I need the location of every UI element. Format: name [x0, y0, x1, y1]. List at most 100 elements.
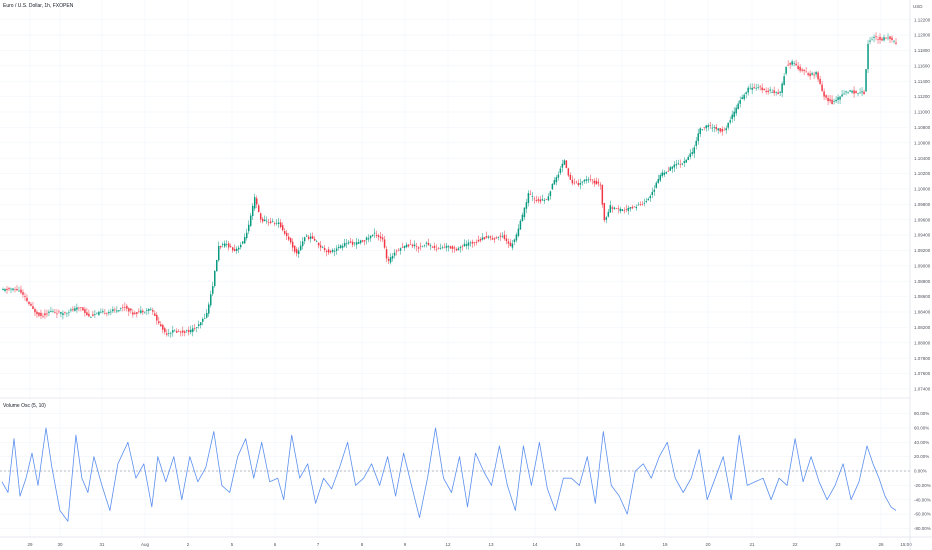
candle-down: [493, 238, 496, 240]
candle-down: [479, 239, 482, 241]
candle-down: [573, 182, 576, 184]
candle-up: [190, 329, 192, 333]
candle-up: [861, 91, 863, 93]
candle-down: [795, 63, 797, 66]
candle-up: [68, 312, 70, 313]
candle-down: [307, 236, 310, 239]
candle-down: [813, 74, 815, 76]
candle-up: [691, 152, 693, 154]
candle-up: [98, 311, 100, 315]
candle-down: [803, 69, 805, 71]
candle-down: [483, 237, 486, 240]
candle-down: [261, 218, 264, 222]
candle-down: [295, 249, 298, 254]
candle-up: [557, 174, 560, 178]
candle-up: [469, 242, 472, 244]
candle-down: [623, 210, 626, 212]
candle-down: [855, 91, 857, 94]
candle-down: [20, 289, 22, 293]
candle-up: [541, 199, 544, 201]
candle-up: [515, 234, 518, 241]
candle-down: [777, 92, 779, 94]
candle-up: [689, 153, 691, 157]
candle-down: [805, 71, 807, 73]
candle-down: [475, 241, 478, 243]
candle-up: [247, 224, 250, 232]
candle-down: [719, 128, 721, 132]
candle-down: [593, 180, 596, 184]
candle-down: [507, 241, 510, 244]
candle-up: [779, 91, 781, 93]
candle-up: [729, 120, 731, 123]
candle-up: [222, 244, 224, 246]
price-tick-label: 1.10200: [914, 171, 931, 176]
candle-up: [108, 311, 110, 314]
candle-down: [16, 288, 18, 291]
candle-up: [309, 236, 312, 239]
candle-down: [577, 182, 580, 186]
candle-down: [821, 84, 823, 92]
price-series[interactable]: [2, 32, 897, 338]
candle-up: [2, 288, 4, 291]
candle-down: [545, 199, 548, 201]
price-tick-label: 1.10400: [914, 156, 931, 161]
candle-up: [465, 244, 468, 246]
candle-down: [611, 207, 614, 209]
candle-down: [231, 247, 234, 251]
candle-down: [259, 213, 262, 220]
candle-up: [204, 318, 206, 319]
currency-label[interactable]: USD: [913, 4, 923, 9]
candle-down: [667, 171, 670, 172]
candle-down: [595, 180, 598, 185]
candle-down: [80, 307, 82, 308]
candle-down: [124, 306, 126, 308]
candle-up: [523, 207, 526, 218]
candle-down: [327, 249, 330, 253]
candle-down: [289, 238, 292, 243]
candle-down: [22, 292, 24, 295]
candle-down: [829, 99, 831, 101]
candle-up: [629, 207, 632, 209]
candle-down: [229, 246, 232, 247]
x-tick-label: 21: [749, 542, 755, 547]
candle-down: [178, 331, 180, 332]
candle-down: [767, 90, 769, 93]
candle-up: [4, 289, 6, 291]
candle-up: [118, 310, 120, 312]
candle-down: [455, 248, 458, 251]
candle-up: [657, 179, 660, 183]
candle-up: [241, 241, 244, 244]
candle-up: [225, 244, 228, 245]
candle-down: [571, 179, 574, 184]
candle-up: [62, 313, 64, 316]
candle-up: [337, 246, 340, 249]
candle-up: [851, 90, 853, 93]
candle-up: [605, 217, 608, 220]
candle-up: [739, 100, 741, 104]
candle-up: [725, 128, 727, 131]
candle-up: [549, 191, 552, 197]
volume-oscillator-series[interactable]: [0, 427, 910, 522]
candle-down: [283, 231, 286, 234]
candle-up: [531, 196, 534, 197]
candle-down: [154, 313, 156, 316]
price-tick-label: 1.11400: [914, 79, 930, 84]
candle-down: [721, 128, 723, 132]
candle-up: [345, 243, 348, 245]
candle-up: [421, 246, 424, 248]
candle-down: [26, 297, 28, 302]
candle-down: [122, 306, 124, 308]
candle-up: [357, 242, 360, 244]
candle-up: [609, 205, 612, 213]
indicator-title[interactable]: Volume Osc (5, 10): [3, 403, 46, 409]
candle-up: [735, 107, 737, 114]
candle-up: [425, 242, 428, 244]
candle-down: [401, 246, 404, 248]
candle-down: [569, 174, 572, 180]
candle-up: [335, 248, 338, 251]
candle-down: [709, 125, 711, 126]
candle-up: [621, 209, 624, 211]
price-tick-label: 1.08800: [914, 279, 931, 284]
candle-down: [409, 244, 412, 245]
candle-up: [551, 183, 554, 190]
